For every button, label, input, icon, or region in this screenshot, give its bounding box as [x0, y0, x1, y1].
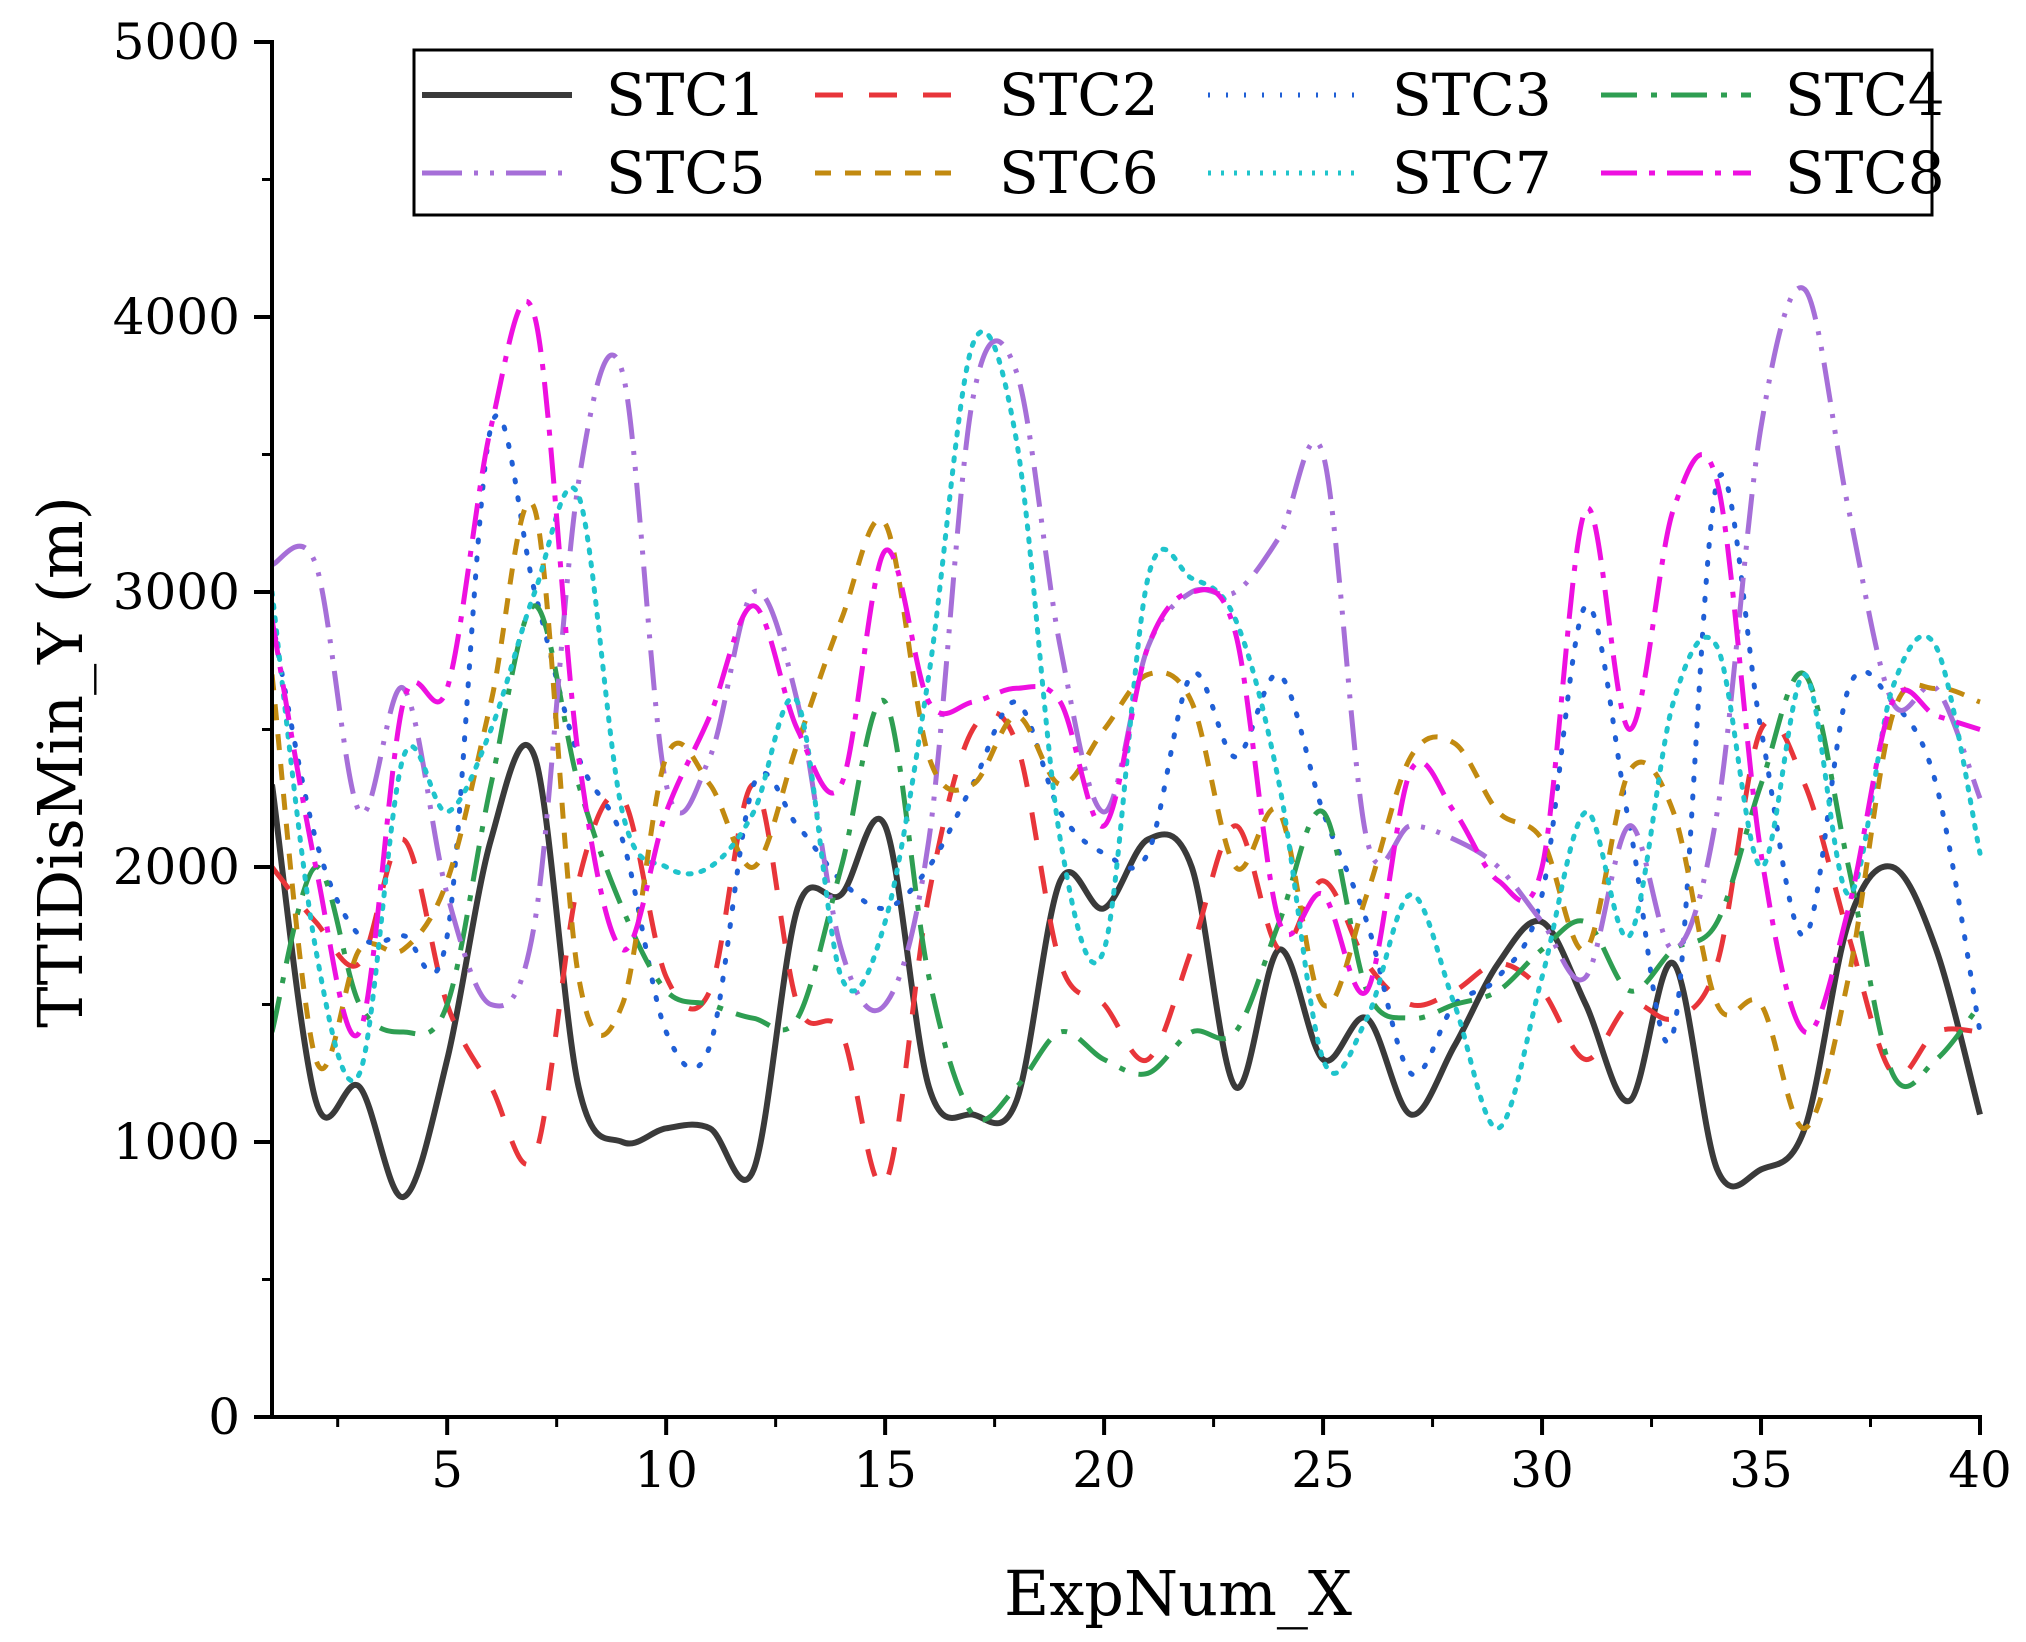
- x-tick-label: 15: [853, 1441, 917, 1499]
- series-line-stc4: [272, 603, 1982, 1123]
- y-axis-label: TTIDisMin_Y (m): [24, 496, 97, 1028]
- y-tick-label: 0: [208, 1388, 240, 1446]
- series-line-stc5: [272, 285, 1983, 1014]
- legend-label-stc7: STC7: [1392, 139, 1552, 207]
- y-tick-label: 1000: [113, 1113, 240, 1171]
- legend: STC1 STC2 STC3 STC4 STC5 STC6 STC7 STC8: [412, 48, 1945, 217]
- legend-label-stc5: STC5: [606, 139, 766, 207]
- series-layer: [272, 285, 1983, 1200]
- y-tick-label: 3000: [113, 563, 240, 621]
- series-line-stc7: [272, 328, 1983, 1131]
- axes-layer: 0 1000 2000 3000 4000 5000 5 10 15 20 25 30 35 40: [113, 13, 2012, 1499]
- x-tick-label: 20: [1072, 1441, 1136, 1499]
- legend-label-stc1: STC1: [606, 61, 766, 129]
- series-line-stc3: [272, 413, 1983, 1078]
- x-tick-label: 25: [1291, 1441, 1355, 1499]
- x-tick-label: 30: [1510, 1441, 1574, 1499]
- legend-label-stc6: STC6: [999, 139, 1159, 207]
- x-tick-label: 5: [431, 1441, 463, 1499]
- series-line-stc1: [272, 741, 1983, 1200]
- x-axis-label: ExpNum_X: [1004, 1557, 1352, 1630]
- legend-label-stc4: STC4: [1785, 61, 1945, 129]
- x-tick-label: 35: [1729, 1441, 1793, 1499]
- legend-label-stc3: STC3: [1392, 61, 1552, 129]
- legend-label-stc8: STC8: [1785, 139, 1945, 207]
- legend-label-stc2: STC2: [999, 61, 1159, 129]
- y-tick-label: 5000: [113, 13, 240, 71]
- series-line-stc2: [272, 709, 1981, 1189]
- y-tick-label: 4000: [113, 288, 240, 346]
- x-tick-label: 10: [634, 1441, 698, 1499]
- legend-box: [412, 48, 1934, 217]
- series-line-stc8: [272, 298, 1981, 1039]
- x-tick-label: 40: [1948, 1441, 2012, 1499]
- y-tick-label: 2000: [113, 838, 240, 896]
